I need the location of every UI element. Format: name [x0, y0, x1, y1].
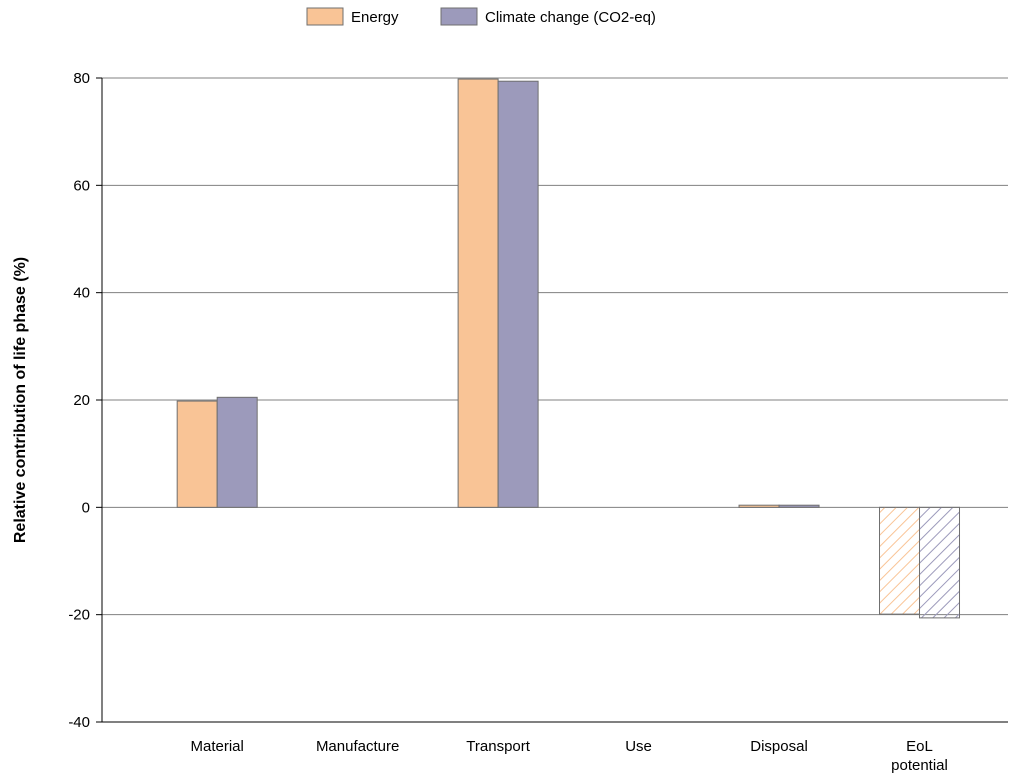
y-tick-label: -40: [68, 714, 90, 731]
x-category-label: EoL: [906, 738, 933, 755]
x-category-labels: Material Manufacture Transport Use Disposal E…: [191, 738, 948, 774]
legend: Energy Climate change (CO2-eq): [306, 7, 656, 26]
legend-label: Energy: [351, 9, 399, 26]
x-category-label: Disposal: [750, 738, 808, 755]
bar-climate-change-co2-eq--material: [216, 396, 258, 508]
y-tick-label: 80: [73, 70, 90, 87]
bar-energy-material: [176, 400, 218, 508]
y-axis-label: Relative contribution of life phase (%): [12, 257, 29, 543]
x-category-label: Manufacture: [316, 738, 399, 755]
y-tick-labels: 80 60 40 20 0 -20 -40: [68, 70, 90, 731]
y-tick-label: 20: [73, 392, 90, 409]
x-category-label: Material: [191, 738, 244, 755]
bars: [176, 78, 961, 619]
bar-energy-transport: [457, 78, 499, 508]
y-tick-label: 60: [73, 177, 90, 194]
x-category-label: Use: [625, 738, 652, 755]
axes: [101, 78, 1008, 723]
x-category-label: Transport: [466, 738, 530, 755]
y-tick-label: 40: [73, 285, 90, 302]
bar-energy-eol-potential: [879, 506, 921, 615]
y-tick-label: -20: [68, 607, 90, 624]
bar-climate-change-co2-eq--transport: [497, 80, 539, 508]
legend-label: Climate change (CO2-eq): [485, 9, 656, 26]
legend-swatch: [440, 7, 478, 26]
bar-energy-disposal: [738, 504, 780, 508]
y-tick-label: 0: [82, 499, 90, 516]
x-category-label: potential: [891, 757, 948, 774]
bar-climate-change-co2-eq--disposal: [778, 504, 820, 508]
legend-swatch: [306, 7, 344, 26]
bar-climate-change-co2-eq--eol-potential: [919, 506, 961, 619]
